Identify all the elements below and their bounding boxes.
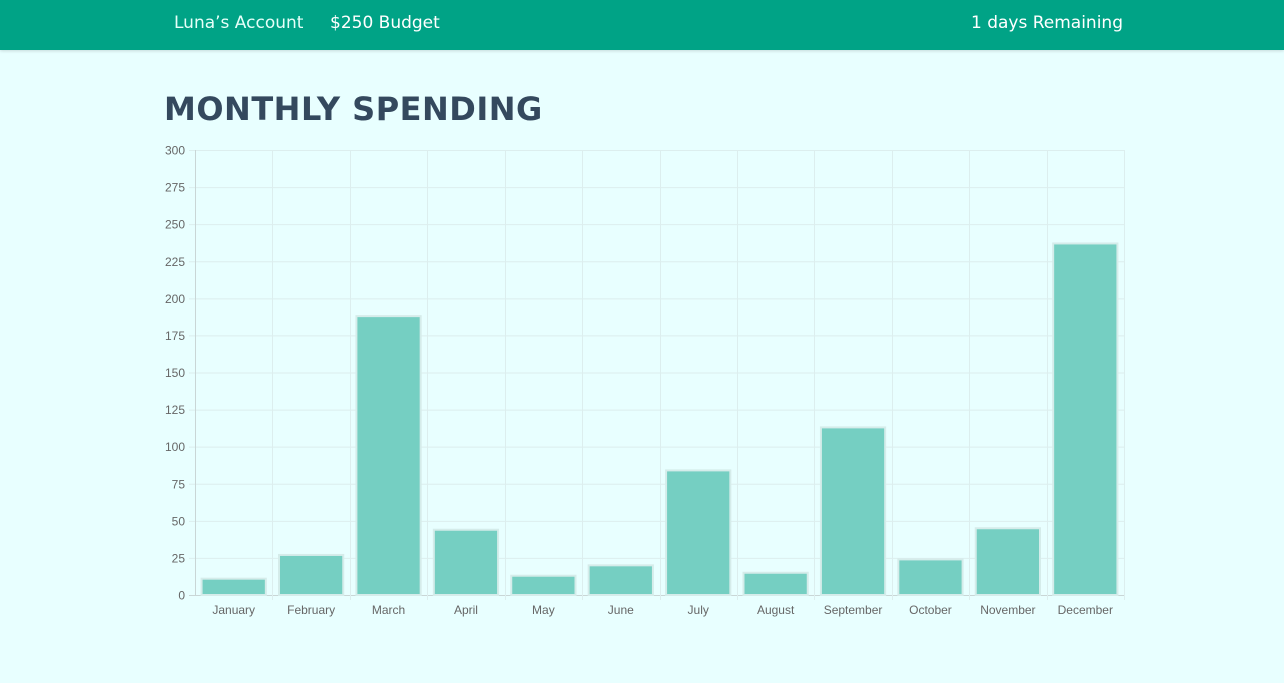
- x-tick-label: December: [1058, 603, 1113, 617]
- bar-august: [742, 571, 809, 596]
- y-tick-label: 75: [172, 477, 186, 491]
- y-tick-label: 100: [165, 440, 185, 454]
- y-tick-label: 275: [165, 181, 185, 195]
- top-nav-bar: Luna’s Account $250 Budget 1 days Remain…: [0, 0, 1284, 50]
- y-tick-label: 25: [172, 551, 186, 565]
- budget-link[interactable]: $250 Budget: [330, 13, 440, 33]
- y-tick-label: 175: [165, 329, 185, 343]
- y-tick-label: 200: [165, 292, 185, 306]
- bar-december: [1052, 242, 1119, 596]
- x-tick-label: August: [757, 603, 795, 617]
- x-tick-label: May: [532, 603, 555, 617]
- bar-september: [819, 426, 887, 596]
- x-tick-label: January: [212, 603, 255, 617]
- bar-february: [277, 553, 345, 597]
- bar-june: [587, 564, 654, 596]
- bar-november: [974, 527, 1042, 596]
- x-tick-label: June: [608, 603, 634, 617]
- y-tick-label: 225: [165, 255, 185, 269]
- bar-april: [432, 528, 500, 597]
- y-tick-label: 150: [165, 366, 185, 380]
- y-tick-label: 0: [178, 589, 185, 603]
- x-tick-label: March: [372, 603, 405, 617]
- bar-may: [510, 574, 577, 597]
- y-tick-label: 250: [165, 218, 185, 232]
- x-tick-label: November: [980, 603, 1035, 617]
- bar-january: [200, 577, 267, 597]
- bar-march: [355, 315, 422, 596]
- y-tick-label: 125: [165, 403, 185, 417]
- x-tick-label: July: [688, 603, 709, 617]
- account-link[interactable]: Luna’s Account: [174, 13, 304, 33]
- bar-october: [897, 558, 964, 597]
- x-tick-label: February: [287, 603, 335, 617]
- days-remaining-text: 1 days Remaining: [970, 13, 1123, 33]
- x-tick-label: April: [454, 603, 478, 617]
- y-tick-label: 300: [165, 144, 185, 158]
- x-tick-label: September: [824, 603, 883, 617]
- y-tick-label: 50: [172, 514, 186, 528]
- page-title: MONTHLY SPENDING: [164, 90, 543, 128]
- bar-july: [665, 469, 732, 596]
- x-tick-label: October: [909, 603, 952, 617]
